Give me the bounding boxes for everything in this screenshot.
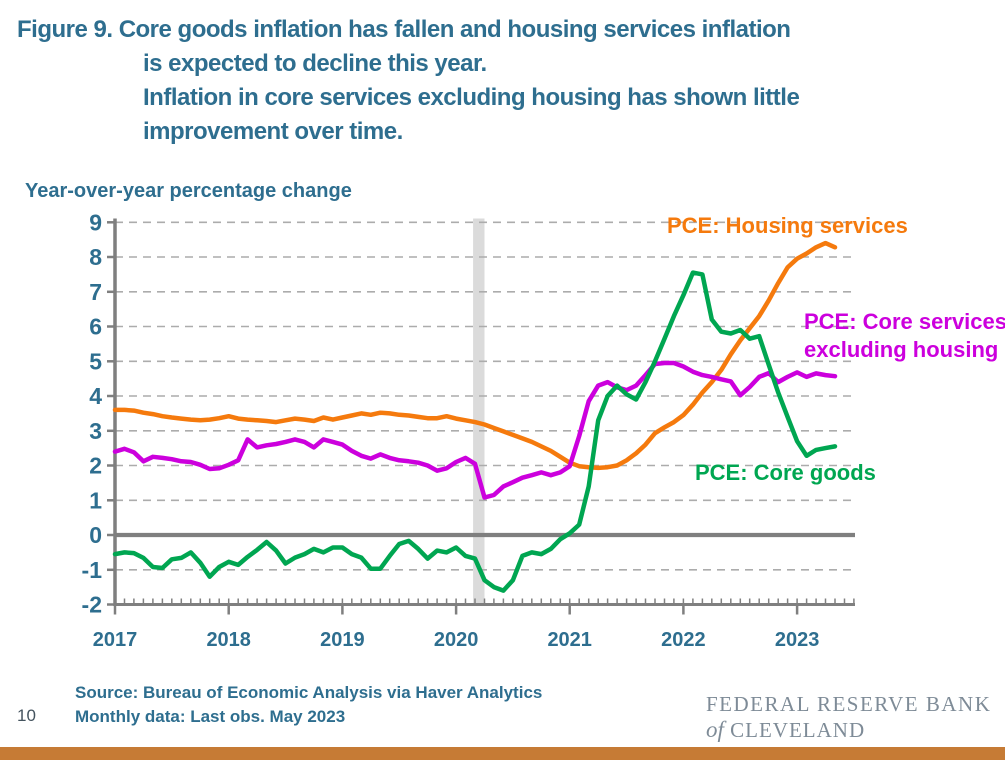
- core-services-ex-housing-line: [112, 360, 838, 500]
- bottom-accent-bar: [0, 747, 1005, 760]
- y-axis-tick-label: 9: [89, 209, 102, 235]
- frb-cleveland-logo: FEDERAL RESERVE BANK of CLEVELAND: [706, 691, 991, 743]
- figure-title-line2: is expected to decline this year.: [143, 50, 487, 77]
- legend-core-services-line1: PCE: Core services: [804, 309, 1005, 334]
- core-goods-line: [112, 270, 838, 593]
- y-axis-tick-label: 2: [89, 453, 102, 479]
- y-axis-tick-label: -1: [82, 557, 103, 583]
- legend-core-services-line2: excluding housing: [804, 337, 999, 362]
- figure-title: Figure 9. Core goods inflation has falle…: [17, 13, 992, 149]
- x-axis-tick-label: 2018: [206, 629, 251, 651]
- y-axis-tick-label: 1: [89, 487, 102, 513]
- legend-core-services-ex-housing: PCE: Core services excluding housing: [804, 308, 1005, 364]
- x-axis-tick-label: 2020: [434, 629, 479, 651]
- figure-title-line3: Inflation in core services excluding hou…: [143, 84, 800, 111]
- y-axis-tick-label: 8: [89, 244, 102, 270]
- y-axis-tick-label: 4: [89, 383, 102, 409]
- y-axis-tick-label: 7: [89, 279, 102, 305]
- logo-line1: FEDERAL RESERVE BANK: [706, 692, 992, 716]
- y-axis-title: Year-over-year percentage change: [25, 180, 352, 202]
- figure-title-line1: Figure 9. Core goods inflation has falle…: [17, 16, 791, 43]
- y-axis-tick-label: 5: [89, 348, 102, 374]
- y-axis-tick-label: 0: [89, 522, 102, 548]
- page-number: 10: [17, 706, 36, 725]
- x-axis-tick-label: 2019: [320, 629, 365, 651]
- x-axis-tick-label: 2023: [775, 629, 820, 651]
- y-axis-tick-label: 6: [89, 314, 102, 340]
- figure-title-line4: improvement over time.: [143, 118, 403, 145]
- recession-band: [473, 218, 485, 605]
- legend-core-goods: PCE: Core goods: [695, 460, 876, 485]
- y-axis-tick-label: -2: [82, 592, 102, 618]
- legend-housing-services: PCE: Housing services: [667, 213, 908, 238]
- source-line: Source: Bureau of Economic Analysis via …: [75, 683, 543, 702]
- y-axis-tick-label: 3: [89, 418, 102, 444]
- logo-of: of: [706, 717, 724, 742]
- x-axis-tick-label: 2017: [93, 629, 138, 651]
- logo-cleveland: CLEVELAND: [730, 718, 866, 742]
- x-axis-tick-label: 2021: [547, 629, 592, 651]
- logo-line2: of CLEVELAND: [706, 717, 991, 743]
- frequency-line: Monthly data: Last obs. May 2023: [75, 707, 346, 726]
- x-axis-tick-label: 2022: [661, 629, 706, 651]
- source-note: Source: Bureau of Economic Analysis via …: [75, 681, 542, 729]
